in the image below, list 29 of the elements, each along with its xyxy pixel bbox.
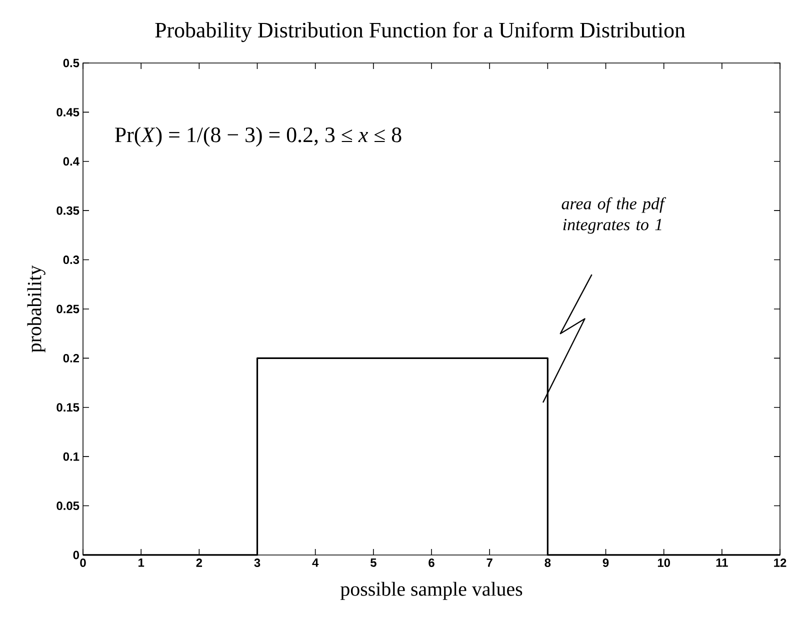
y-tick-label: 0.45 <box>56 108 80 116</box>
x-tick-label: 3 <box>254 558 260 567</box>
y-tick-label: 0.05 <box>56 502 80 510</box>
x-tick-label: 5 <box>370 558 376 567</box>
y-tick-label: 0.35 <box>56 206 80 215</box>
x-tick-label: 8 <box>544 558 551 567</box>
y-tick-label: 0.2 <box>63 354 80 362</box>
chart-title: Probability Distribution Function for a Uniform Distribution <box>155 22 686 42</box>
x-axis-title: possible sample values <box>340 582 522 600</box>
y-axis-title: probability <box>27 265 46 352</box>
y-tick-label: 0.1 <box>63 452 80 461</box>
annotation: Pr(X) = 1/(8 − 3) = 0.2, 3 ≤ x ≤ 8 <box>115 126 402 147</box>
x-tick-label: 11 <box>716 558 728 567</box>
y-tick-label: 0.4 <box>63 157 80 166</box>
x-tick-label: 9 <box>602 558 609 567</box>
annotation: area of the pdf integrates to 1 <box>562 197 666 234</box>
x-tick-label: 6 <box>428 558 434 567</box>
x-tick-label: 1 <box>138 558 144 567</box>
y-tick-label: 0.15 <box>56 403 80 412</box>
x-tick-label: 2 <box>196 558 202 567</box>
x-tick-label: 7 <box>486 558 492 567</box>
y-tick-label: 0 <box>73 550 79 560</box>
y-tick-label: 0.5 <box>63 58 80 68</box>
y-tick-label: 0.3 <box>63 256 80 264</box>
x-tick-label: 10 <box>658 558 670 567</box>
x-tick-label: 12 <box>774 558 786 567</box>
y-tick-label: 0.25 <box>56 304 80 314</box>
x-tick-label: 0 <box>80 558 86 567</box>
x-tick-label: 4 <box>312 558 319 567</box>
